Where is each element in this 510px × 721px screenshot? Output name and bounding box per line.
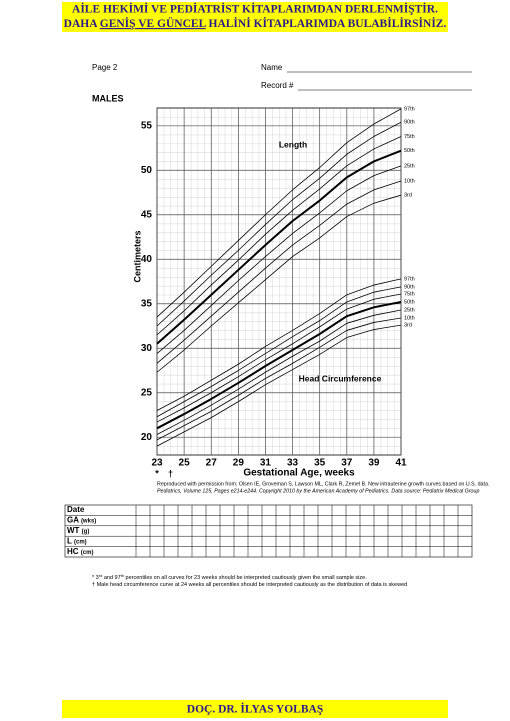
legend-label: 50th	[404, 299, 415, 305]
credit: Pediatrics, Volume 125, Pages e214-e244.…	[157, 488, 479, 494]
x-tick-label: 27	[206, 458, 218, 469]
row-unit: (cm)	[74, 539, 87, 545]
legend-label: 10th	[404, 315, 415, 321]
x-tick-label: 25	[179, 458, 191, 469]
row-label: L (cm)	[67, 537, 87, 546]
footnote-part: * 3	[92, 575, 99, 581]
row-unit: (cm)	[81, 549, 94, 555]
record-label: Record #	[261, 81, 294, 90]
table-frame	[64, 504, 473, 558]
x-tick-label: 23	[151, 458, 163, 469]
banner-line: AİLE HEKİMİ VE PEDİATRİST KİTAPLARIMDAN …	[72, 2, 438, 16]
y-tick-label: 20	[141, 432, 153, 443]
banner-part: GENİŞ VE GÜNCEL	[100, 16, 207, 30]
row-label: GA (wks)	[67, 516, 96, 525]
banner	[62, 2, 448, 32]
percentile-curve	[156, 300, 402, 430]
row-label-text: GA	[67, 516, 79, 525]
annotation: Length	[279, 139, 307, 149]
x-tick-label: 39	[368, 458, 380, 469]
y-tick-label: 50	[141, 165, 153, 176]
footnote: † Male head circumference curve at 24 we…	[92, 582, 407, 588]
footnote-part: rd	[99, 573, 103, 578]
percentile-curve	[156, 121, 402, 327]
y-tick-label: 40	[141, 254, 153, 265]
legend-label: 75th	[404, 291, 415, 297]
x-marker: †	[168, 468, 173, 478]
x-marker: *	[155, 468, 159, 478]
percentile-curve	[156, 108, 402, 318]
row-label-text: HC	[67, 547, 79, 556]
banner-part: DAHA	[64, 18, 100, 30]
x-tick-label: 35	[314, 458, 326, 469]
footnote-part: and 97	[102, 575, 120, 581]
legend-label: 3rd	[404, 323, 412, 329]
percentile-curve	[156, 278, 402, 411]
footer-banner	[62, 700, 448, 718]
x-tick-label: 33	[287, 458, 299, 469]
percentile-curve	[156, 293, 402, 423]
row-label-text: WT	[67, 526, 80, 535]
legend-label: 3rd	[404, 193, 412, 199]
percentile-curve	[156, 149, 402, 345]
x-tick-label: 29	[233, 458, 245, 469]
footnote-part: percentiles on all curves for 23 weeks s…	[124, 575, 367, 581]
plot-area	[156, 107, 402, 456]
y-axis-title: Centimeters	[132, 230, 142, 282]
banner-line: DAHA GENİŞ VE GÜNCEL HALİNİ KİTAPLARIMDA…	[64, 16, 447, 30]
y-tick-label: 30	[141, 343, 153, 354]
legend-label: 25th	[404, 307, 415, 313]
x-axis-title: Gestational Age, weeks	[243, 468, 355, 479]
percentile-curve	[156, 286, 402, 418]
y-tick-label: 35	[141, 298, 153, 309]
legend-label: 97th	[404, 106, 415, 112]
legend-label: 10th	[404, 178, 415, 184]
x-tick-label: 37	[341, 458, 353, 469]
percentile-curve	[156, 324, 402, 447]
percentile-curve	[156, 136, 402, 336]
legend-label: 75th	[404, 134, 415, 140]
footnote-part: † Male head circumference curve at 24 we…	[92, 582, 407, 588]
credit: Reproduced with permission from: Olsen I…	[157, 481, 489, 487]
y-tick-label: 55	[141, 120, 153, 131]
legend-label: 50th	[404, 148, 415, 154]
row-unit: (g)	[82, 529, 90, 535]
row-unit: (wks)	[81, 518, 96, 524]
legend-label: 25th	[404, 163, 415, 169]
footnote-part: th	[121, 573, 124, 578]
legend-label: 90th	[404, 284, 415, 290]
x-tick-label: 41	[395, 458, 407, 469]
row-label-text: L	[67, 537, 72, 546]
row-label-text: Date	[67, 505, 85, 514]
y-tick-label: 45	[141, 209, 153, 220]
legend-label: 97th	[404, 276, 415, 282]
page-number: Page 2	[92, 63, 118, 72]
row-label: Date	[67, 505, 85, 514]
row-label: HC (cm)	[67, 547, 93, 556]
percentile-curve	[156, 309, 402, 435]
footer: DOÇ. DR. İLYAS YOLBAŞ	[187, 702, 323, 716]
sex-label: MALES	[92, 93, 124, 103]
percentile-curve	[156, 317, 402, 441]
banner-part: HALİNİ KİTAPLARIMDA BULABİLİRSİNİZ.	[206, 16, 447, 30]
legend-label: 90th	[404, 120, 415, 126]
percentile-curve	[156, 165, 402, 354]
name-label: Name	[261, 63, 283, 72]
footnote: * 3rd and 97th percentiles on all curves…	[92, 573, 367, 582]
percentile-curve	[156, 180, 402, 364]
annotation: Head Circumference	[299, 373, 382, 383]
y-tick-label: 25	[141, 387, 153, 398]
x-tick-label: 31	[260, 458, 272, 469]
percentile-curve	[156, 194, 402, 373]
row-label: WT (g)	[67, 526, 89, 535]
